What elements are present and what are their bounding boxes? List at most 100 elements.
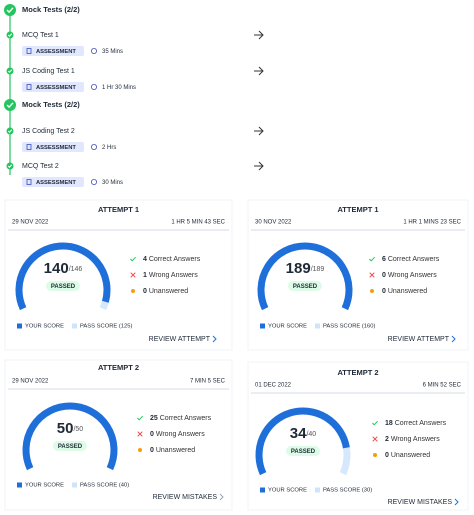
- score-total: /146: [69, 266, 83, 273]
- stat: 1 Wrong Answers: [143, 272, 198, 279]
- score: 140/146: [44, 260, 83, 277]
- attempt-card: [247, 199, 469, 351]
- check-icon: [369, 256, 375, 262]
- cross-icon: [130, 272, 136, 278]
- check-icon: [7, 129, 13, 133]
- open-arrow[interactable]: [254, 30, 264, 40]
- item-name: MCQ Test 2: [22, 163, 59, 170]
- clock-icon: [91, 143, 98, 150]
- check-icon: [137, 415, 143, 421]
- status-pill: [46, 281, 80, 291]
- legend-swatch: [260, 323, 265, 329]
- chevron[interactable]: [219, 493, 224, 501]
- open-arrow[interactable]: [254, 126, 264, 136]
- attempt-date: 01 DEC 2022: [255, 383, 292, 389]
- review-link[interactable]: REVIEW MISTAKES: [153, 494, 218, 501]
- stat-label: Correct Answers: [149, 256, 201, 263]
- item-name: MCQ Test 1: [22, 32, 59, 39]
- dot-icon: [138, 448, 142, 452]
- check-icon: [372, 420, 378, 426]
- badge-text: ASSESSMENT: [36, 180, 76, 186]
- review-link[interactable]: REVIEW MISTAKES: [388, 499, 453, 506]
- stat: 0 Unanswered: [143, 288, 188, 295]
- stat: 25 Correct Answers: [150, 415, 212, 422]
- review-link[interactable]: REVIEW ATTEMPT: [149, 336, 211, 343]
- stat-count: 0: [143, 288, 147, 295]
- stat-count: 6: [382, 256, 386, 263]
- score-value: 34: [290, 425, 307, 442]
- score-total: /50: [73, 426, 83, 433]
- attempt-title: ATTEMPT 2: [98, 363, 139, 372]
- duration: 30 Mins: [102, 180, 123, 186]
- status: PASSED: [58, 444, 83, 450]
- badge: [22, 82, 84, 92]
- badge-text: ASSESSMENT: [36, 145, 76, 151]
- badge-icon: [26, 48, 32, 54]
- stat: 2 Wrong Answers: [385, 436, 440, 443]
- stat-count: 0: [382, 288, 386, 295]
- stat-count: 0: [150, 447, 154, 454]
- open-arrow[interactable]: [254, 66, 264, 76]
- stat-count: 0: [382, 272, 386, 279]
- legend-swatch: [72, 323, 77, 329]
- legend-label: YOUR SCORE: [268, 488, 307, 494]
- item-name: JS Coding Test 2: [22, 128, 75, 135]
- attempt-title: ATTEMPT 1: [337, 205, 378, 214]
- status: PASSED: [293, 284, 318, 290]
- badge: [22, 46, 84, 56]
- attempt-duration: 7 MIN 5 SEC: [190, 379, 226, 385]
- section-header: Mock Tests (2/2): [22, 5, 80, 14]
- legend-swatch: [315, 323, 320, 329]
- clock-icon: [91, 48, 98, 55]
- attempt-duration: 1 HR 1 MINS 23 SEC: [403, 220, 461, 226]
- duration: 2 Hrs: [102, 145, 116, 151]
- gauge-score: [255, 407, 350, 476]
- legend-label: YOUR SCORE: [268, 324, 307, 330]
- stat-label: Wrong Answers: [391, 436, 440, 443]
- dot-icon: [131, 289, 135, 293]
- chevron[interactable]: [451, 335, 456, 343]
- attempt-title: ATTEMPT 2: [337, 368, 378, 377]
- badge-icon: [26, 144, 32, 150]
- check-icon: [6, 102, 14, 109]
- legend-swatch: [17, 323, 22, 329]
- stat-label: Correct Answers: [388, 256, 440, 263]
- attempt-card: [4, 199, 233, 351]
- gauge-score: [257, 242, 353, 311]
- legend-label: PASS SCORE (40): [80, 483, 129, 489]
- score-value: 50: [57, 420, 74, 437]
- badge-text: ASSESSMENT: [36, 49, 76, 55]
- legend-label: YOUR SCORE: [25, 483, 64, 489]
- stat: 0 Wrong Answers: [382, 272, 437, 279]
- stat: 0 Wrong Answers: [150, 431, 205, 438]
- score-value: 140: [44, 260, 69, 277]
- cross-icon: [369, 272, 375, 278]
- open-arrow[interactable]: [254, 161, 264, 171]
- stat: 18 Correct Answers: [385, 420, 447, 427]
- duration: 35 Mins: [102, 49, 123, 55]
- score: 50/50: [57, 420, 84, 437]
- status: PASSED: [51, 284, 76, 290]
- legend-swatch: [17, 482, 22, 488]
- chevron[interactable]: [212, 335, 217, 343]
- badge: [22, 177, 84, 187]
- check-icon: [6, 7, 14, 14]
- review-link[interactable]: REVIEW ATTEMPT: [388, 336, 450, 343]
- stat-label: Unanswered: [156, 447, 195, 454]
- status-pill: [288, 281, 322, 291]
- attempt-duration: 1 HR 5 MIN 43 SEC: [171, 220, 225, 226]
- attempt-card: [247, 361, 469, 511]
- section-header: Mock Tests (2/2): [22, 100, 80, 109]
- stat-label: Unanswered: [149, 288, 188, 295]
- gauge-score: [15, 242, 111, 311]
- attempt-duration: 6 MIN 52 SEC: [423, 383, 462, 389]
- chevron[interactable]: [454, 498, 459, 506]
- legend-label: YOUR SCORE: [25, 324, 64, 330]
- stat-count: 1: [143, 272, 147, 279]
- stat-count: 0: [150, 431, 154, 438]
- stat-label: Unanswered: [391, 452, 430, 459]
- attempt-date: 29 NOV 2022: [12, 379, 49, 385]
- stat-label: Wrong Answers: [388, 272, 437, 279]
- score-value: 189: [286, 260, 311, 277]
- stat: 0 Unanswered: [150, 447, 195, 454]
